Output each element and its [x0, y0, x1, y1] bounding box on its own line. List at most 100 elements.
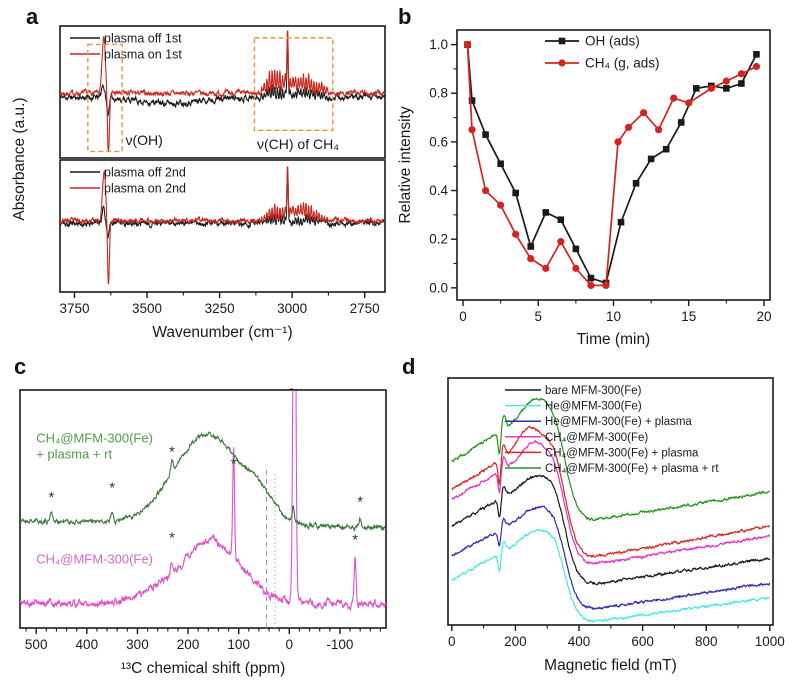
legend-label: He@MFM-300(Fe)	[545, 401, 642, 413]
marker-square	[512, 189, 519, 197]
y-tick-label: 0.4	[429, 183, 448, 198]
marker-square	[527, 243, 535, 250]
panel-c-nmr-chart: *******~CH₄@MFM-300(Fe)+ plasma + rtCH₄@…	[19, 382, 387, 677]
legend-label: plasma off 2nd	[104, 166, 186, 180]
marker-circle	[752, 62, 761, 71]
marker-square	[572, 245, 580, 253]
x-tick-label: 3750	[59, 301, 89, 316]
y-tick-label: 0.6	[429, 134, 448, 149]
annotation-label: ν(OH)	[125, 132, 162, 148]
panel-d-epr-chart: bare MFM-300(Fe) He@MFM-300(Fe) He@MFM-300…	[447, 377, 785, 674]
x-tick-label: 200	[504, 634, 527, 649]
x-tick-label: 400	[568, 634, 591, 649]
marker-square	[557, 216, 565, 224]
x-tick-label: 400	[76, 637, 99, 652]
trace-CH₄@MFM-300(Fe)-+-plasma-+-rt	[451, 397, 770, 522]
legend-label: CH₄@MFM-300(Fe)	[545, 432, 648, 444]
trace-He@MFM-300(Fe)-+-plasma	[451, 505, 771, 611]
legend-label: He@MFM-300(Fe) + plasma	[545, 416, 692, 428]
sideband-asterisk: *	[169, 444, 175, 461]
plot-box	[59, 159, 386, 293]
panel-b-intensity-chart: 0 5 10 15 20 0.0 0.2 0.4 0.6 0.8 1.0 OH (ads) CH₄ (g…	[397, 29, 771, 348]
sideband-asterisk: *	[231, 456, 237, 473]
marker-square	[632, 179, 640, 187]
marker-square	[482, 131, 489, 138]
x-tick-label: 200	[177, 637, 200, 652]
marker-circle	[497, 201, 505, 209]
marker-square	[753, 51, 760, 58]
epr-traces	[451, 397, 771, 623]
y-tick-label: 0.8	[429, 86, 448, 101]
legend-label: plasma on 1st	[104, 48, 182, 62]
marker-circle	[602, 281, 610, 290]
marker-square	[617, 218, 625, 226]
plot-box	[59, 25, 386, 159]
marker-circle	[557, 238, 565, 246]
trace-plasma-off-2nd	[60, 169, 385, 239]
panel-label-b: b	[398, 4, 412, 29]
trace-CH₄@MFM-300(Fe)	[20, 390, 386, 612]
marker-square	[497, 160, 504, 168]
legend-label: OH (ads)	[585, 34, 640, 49]
trace-CH₄@MFM-300(Fe)	[451, 439, 771, 565]
x-tick-label: 500	[25, 637, 48, 652]
trace-label: CH₄@MFM-300(Fe)	[36, 430, 153, 445]
marker-circle	[463, 40, 472, 49]
y-axis-title: Relative intensity	[397, 106, 414, 223]
marker-circle	[527, 255, 535, 263]
x-tick-label: -100	[326, 637, 353, 652]
subplot-2	[60, 166, 385, 285]
trace-label: CH₄@MFM-300(Fe)	[36, 552, 153, 567]
annotation-label: ν(CH) of CH₄	[257, 136, 339, 152]
subplot-1	[60, 30, 385, 153]
marker-circle	[572, 264, 580, 272]
sideband-asterisk: *	[352, 532, 358, 549]
marker-square	[677, 119, 685, 126]
x-tick-label: 0	[459, 309, 467, 324]
x-tick-label: 10	[606, 309, 621, 324]
x-tick-label: 0	[286, 637, 294, 652]
x-tick-label: 20	[756, 309, 771, 324]
panel-a-ftir-chart: plasma off 1st plasma on 1st ν(OH) ν(CH) of…	[11, 25, 386, 341]
x-tick-label: 600	[631, 634, 654, 649]
legend-marker-circle	[558, 59, 566, 67]
x-tick-label: 800	[695, 634, 718, 649]
trace-label: + plasma + rt	[36, 446, 112, 461]
trace-CH₄@MFM-300(Fe)-+-plasma-+-rt	[20, 431, 386, 533]
marker-square	[692, 85, 700, 92]
x-tick-label: 15	[681, 309, 696, 324]
legend-label: CH₄@MFM-300(Fe) + plasma	[545, 447, 699, 459]
x-axis-title: Magnetic field (mT)	[544, 657, 677, 674]
legend-label: CH₄@MFM-300(Fe) + plasma + rt	[545, 463, 719, 475]
marker-circle	[737, 70, 746, 78]
marker-circle	[707, 84, 715, 92]
marker-square	[468, 97, 476, 104]
trace-bare-MFM-300(Fe)	[451, 474, 771, 586]
sideband-asterisk: *	[357, 494, 363, 511]
highlight-box	[253, 37, 334, 131]
series-line-OH-(ads)	[466, 44, 758, 285]
legend-label: bare MFM-300(Fe)	[545, 385, 642, 397]
y-tick-label: 1.0	[429, 37, 448, 52]
plot-box	[19, 389, 387, 629]
marker-circle	[614, 138, 622, 146]
x-tick-label: 0	[448, 634, 456, 649]
trace-plasma-on-1st	[60, 30, 385, 153]
marker-circle	[624, 123, 633, 131]
highlight-box	[87, 43, 123, 153]
marker-circle	[722, 77, 730, 85]
x-tick-label: 300	[126, 637, 149, 652]
trace-plasma-off-1st	[60, 32, 385, 117]
trace-CH₄@MFM-300(Fe)-+-plasma	[451, 425, 771, 559]
x-axis-title: Time (min)	[577, 331, 650, 348]
sideband-asterisk: *	[109, 479, 115, 496]
trace-plasma-on-2nd	[60, 166, 385, 285]
marker-circle	[655, 126, 663, 134]
x-tick-label: 2750	[350, 301, 380, 316]
y-tick-label: 0.0	[429, 280, 448, 295]
sideband-asterisk: *	[169, 529, 175, 546]
y-axis-title: Absorbance (a.u.)	[11, 97, 28, 220]
trace-He@MFM-300(Fe)	[451, 528, 771, 623]
marker-square	[587, 274, 595, 282]
